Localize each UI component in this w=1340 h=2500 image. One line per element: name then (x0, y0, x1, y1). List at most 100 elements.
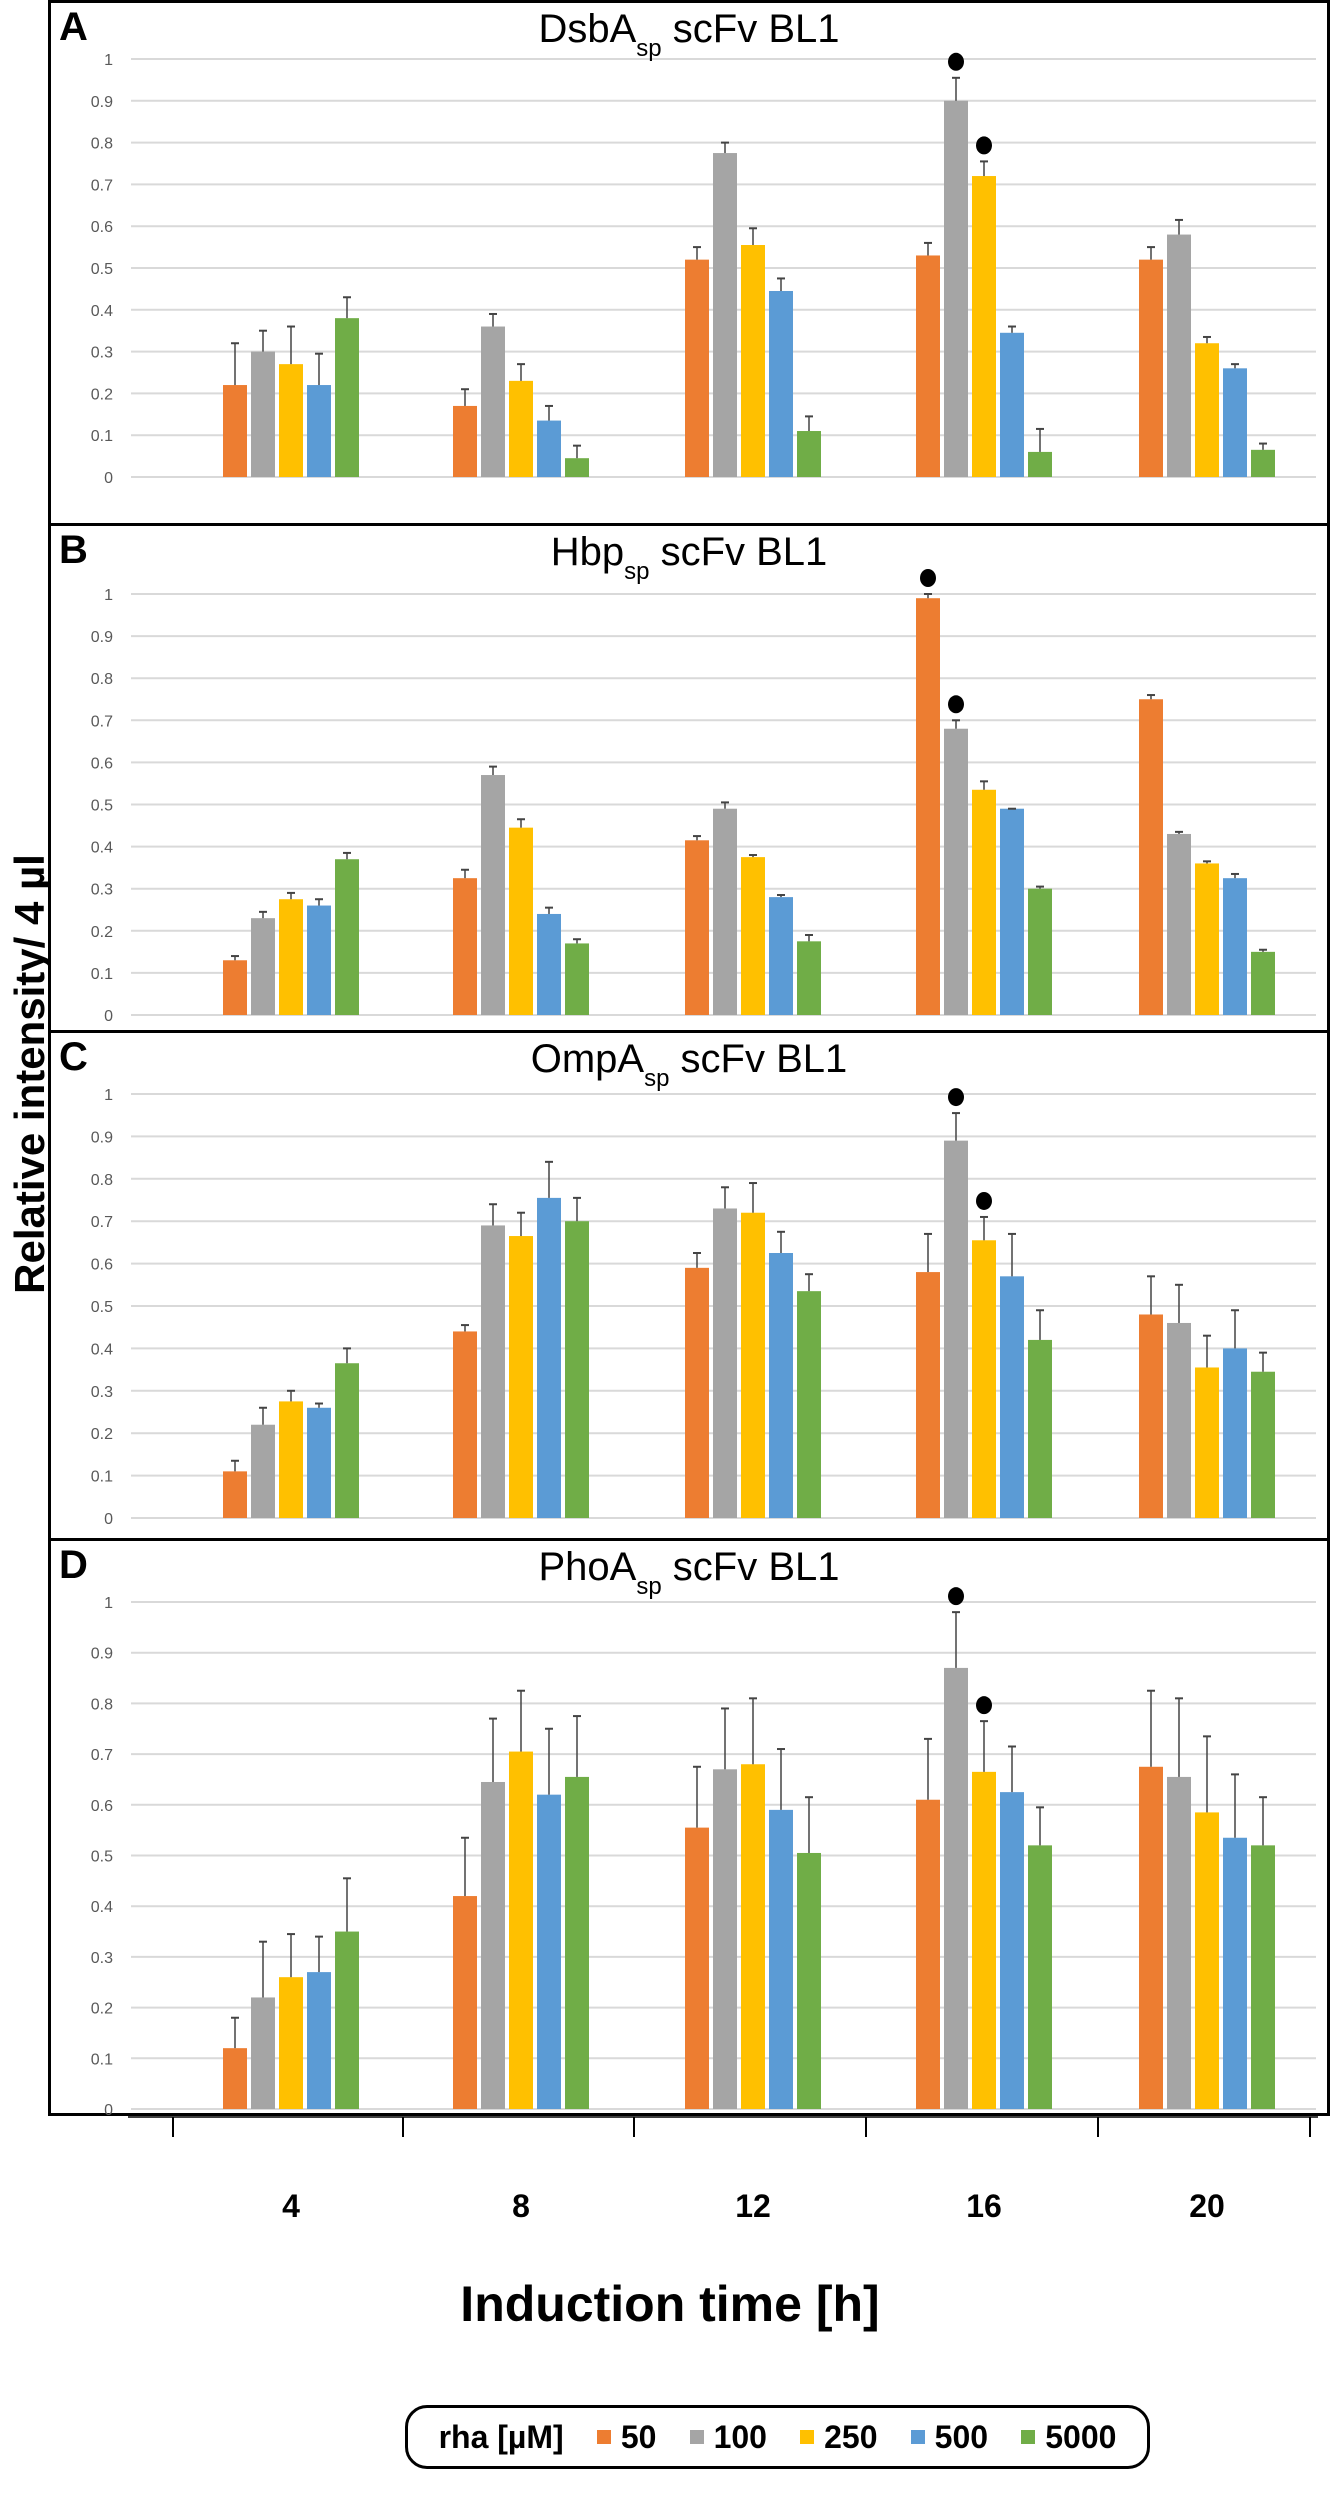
y-tick-label: 0.7 (91, 713, 113, 730)
y-tick-label: 0.1 (91, 1469, 113, 1486)
bar-250-4h (279, 1401, 303, 1518)
y-tick-label: 0.2 (91, 1426, 113, 1443)
bar-100-16h (944, 1140, 968, 1518)
bar-5000-12h (797, 1852, 821, 2109)
y-tick-label: 0 (104, 2102, 113, 2119)
y-tick-label: 0.8 (91, 1172, 113, 1189)
y-tick-label: 1 (104, 1595, 113, 1612)
bar-5000-8h (565, 1776, 589, 2109)
bar-100-4h (251, 1997, 275, 2109)
chart-plot: 0 0.1 0.2 0.3 0.4 0.5 0.6 0.7 0.8 0.9 1 (91, 1087, 1316, 1528)
bar-500-8h (537, 1794, 561, 2109)
bar-250-4h (279, 1977, 303, 2109)
legend-swatch (910, 2430, 925, 2444)
y-tick-label: 0.5 (91, 1299, 113, 1316)
significance-marker (920, 569, 936, 587)
y-tick-label: 0.4 (91, 303, 113, 320)
legend-item-5000: 5000 (1021, 2419, 1116, 2456)
bar-50-12h (685, 840, 709, 1015)
bar-5000-8h (565, 458, 589, 477)
bar-50-20h (1139, 1766, 1163, 2109)
y-tick-label: 0.4 (91, 1899, 113, 1916)
chart-plot: 0 0.1 0.2 0.3 0.4 0.5 0.6 0.7 0.8 0.9 1 (91, 1587, 1316, 2119)
panel-d: 0 0.1 0.2 0.3 0.4 0.5 0.6 0.7 0.8 0.9 1 D PhoAsp scF… (48, 1538, 1330, 2119)
bar-50-4h (223, 960, 247, 1015)
bar-50-8h (453, 1896, 477, 2109)
y-tick-label: 0.9 (91, 1646, 113, 1663)
bar-5000-12h (797, 1291, 821, 1518)
bar-100-20h (1167, 1322, 1191, 1518)
bar-250-12h (741, 857, 765, 1015)
panel-letter: B (59, 528, 88, 572)
x-tick-label: 8 (512, 2188, 530, 2224)
bar-500-4h (307, 1972, 331, 2109)
bar-250-20h (1195, 1812, 1219, 2109)
y-tick-label: 0.4 (91, 1341, 113, 1358)
bar-500-20h (1223, 1837, 1247, 2109)
x-tick-label: 20 (1189, 2188, 1225, 2224)
panel-title: OmpAsp scFv BL1 (51, 1037, 1327, 1093)
panel-title-rest: scFv BL1 (649, 530, 828, 574)
chart-plot: 0 0.1 0.2 0.3 0.4 0.5 0.6 0.7 0.8 0.9 1 (91, 52, 1316, 487)
bar-5000-20h (1251, 449, 1275, 477)
bar-5000-8h (565, 943, 589, 1015)
bar-500-20h (1223, 878, 1247, 1015)
significance-marker (948, 1587, 964, 1606)
legend-label: 250 (824, 2418, 878, 2455)
bar-250-16h (972, 789, 996, 1015)
bar-100-4h (251, 1424, 275, 1518)
legend-item-50: 50 (596, 2419, 656, 2456)
legend: rha [µM] 50 100 250 500 5000 (405, 2405, 1150, 2469)
bar-100-20h (1167, 234, 1191, 477)
bar-5000-4h (335, 1363, 359, 1518)
panel-letter: A (59, 5, 88, 49)
legend-swatch (1021, 2430, 1036, 2444)
bar-500-12h (769, 290, 793, 477)
panel-title-main: PhoA (538, 1545, 637, 1589)
significance-marker (948, 695, 964, 714)
y-tick-label: 0.5 (91, 261, 113, 278)
legend-label: 5000 (1045, 2418, 1117, 2455)
x-tick-label: 4 (282, 2188, 300, 2224)
bar-5000-16h (1028, 1845, 1052, 2109)
bar-50-4h (223, 385, 247, 477)
significance-marker (976, 1191, 992, 1210)
panel-title-main: OmpA (530, 1037, 645, 1081)
y-tick-label: 0.6 (91, 1798, 113, 1815)
bar-100-12h (713, 1769, 737, 2109)
panel-letter: C (59, 1035, 88, 1079)
bar-50-8h (453, 405, 477, 477)
legend-swatch (800, 2430, 815, 2444)
bar-250-20h (1195, 1367, 1219, 1518)
y-tick-label: 0.2 (91, 924, 113, 941)
panel-a: 0 0.1 0.2 0.3 0.4 0.5 0.6 0.7 0.8 0.9 1 A DsbAsp scF… (48, 0, 1330, 526)
bar-100-16h (944, 100, 968, 478)
bar-500-16h (1000, 808, 1024, 1015)
y-tick-label: 0 (104, 1511, 113, 1528)
y-tick-label: 0.1 (91, 966, 113, 983)
y-tick-label: 1 (104, 52, 113, 69)
bar-5000-12h (797, 941, 821, 1015)
bar-100-4h (251, 351, 275, 477)
bar-100-12h (713, 153, 737, 478)
y-tick-label: 0.7 (91, 1747, 113, 1764)
bar-250-8h (509, 1236, 533, 1518)
legend-swatch (689, 2430, 704, 2444)
bar-5000-16h (1028, 888, 1052, 1015)
y-tick-label: 0.3 (91, 1384, 113, 1401)
panel-title-subscript: sp (636, 1573, 662, 1600)
bar-100-12h (713, 1208, 737, 1518)
y-tick-label: 0 (104, 1008, 113, 1025)
bar-500-16h (1000, 1276, 1024, 1518)
bar-100-20h (1167, 833, 1191, 1015)
y-tick-label: 1 (104, 587, 113, 604)
bar-250-16h (972, 1240, 996, 1518)
bar-100-4h (251, 918, 275, 1015)
y-tick-label: 0.4 (91, 840, 113, 857)
y-tick-label: 0.5 (91, 1849, 113, 1866)
panel-title-rest: scFv BL1 (669, 1037, 848, 1081)
bar-500-12h (769, 1809, 793, 2109)
bar-500-8h (537, 913, 561, 1015)
bar-250-16h (972, 1771, 996, 2109)
bar-250-8h (509, 827, 533, 1015)
